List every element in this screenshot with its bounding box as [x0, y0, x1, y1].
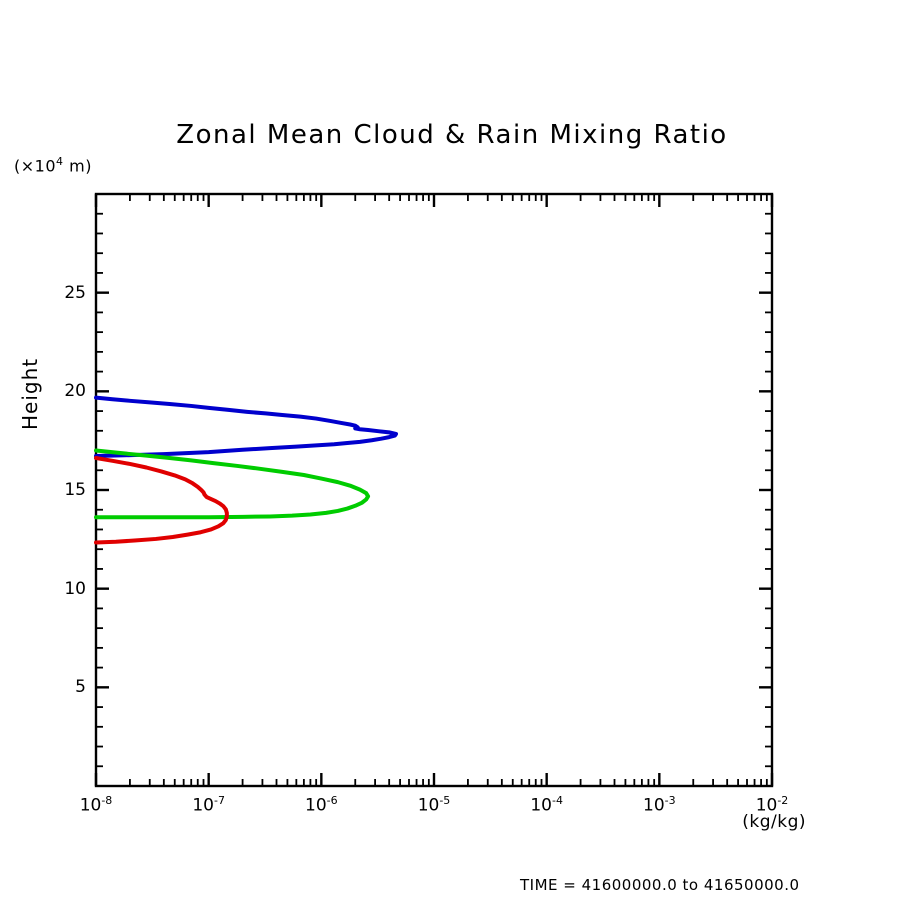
data-curves [94, 395, 398, 545]
plot-frame [94, 192, 774, 788]
y-axis-unit-exponent: 4 [56, 155, 64, 168]
time-annotation: TIME = 41600000.0 to 41650000.0 [520, 876, 800, 894]
y-tick-label: 5 [75, 677, 86, 698]
x-tick-label: 10-7 [192, 794, 225, 816]
y-tick-label: 15 [64, 480, 86, 500]
x-tick-label: 10-5 [417, 794, 451, 816]
x-tick-label: 10-4 [530, 794, 563, 816]
y-tick-label: 10 [64, 578, 86, 599]
x-tick-label: 10-6 [305, 794, 338, 816]
curve-green-profile [94, 448, 371, 520]
x-tick-label: 10-2 [755, 794, 789, 816]
curve-red-profile [94, 456, 229, 545]
axis-ticks [94, 194, 774, 786]
x-tick-label: 10-8 [79, 794, 113, 816]
y-tick-label: 25 [64, 282, 86, 303]
y-axis-unit-tail: m) [63, 156, 92, 176]
y-tick-label: 20 [64, 381, 86, 402]
chart-title: Zonal Mean Cloud & Rain Mixing Ratio [176, 120, 728, 150]
x-axis-label: (kg/kg) [742, 812, 806, 832]
y-axis-unit-base: (×10 [14, 156, 57, 176]
y-axis-unit-label: (×104 m) [14, 155, 92, 175]
x-tick-label: 10-3 [643, 794, 676, 816]
curve-blue-profile [94, 395, 398, 459]
